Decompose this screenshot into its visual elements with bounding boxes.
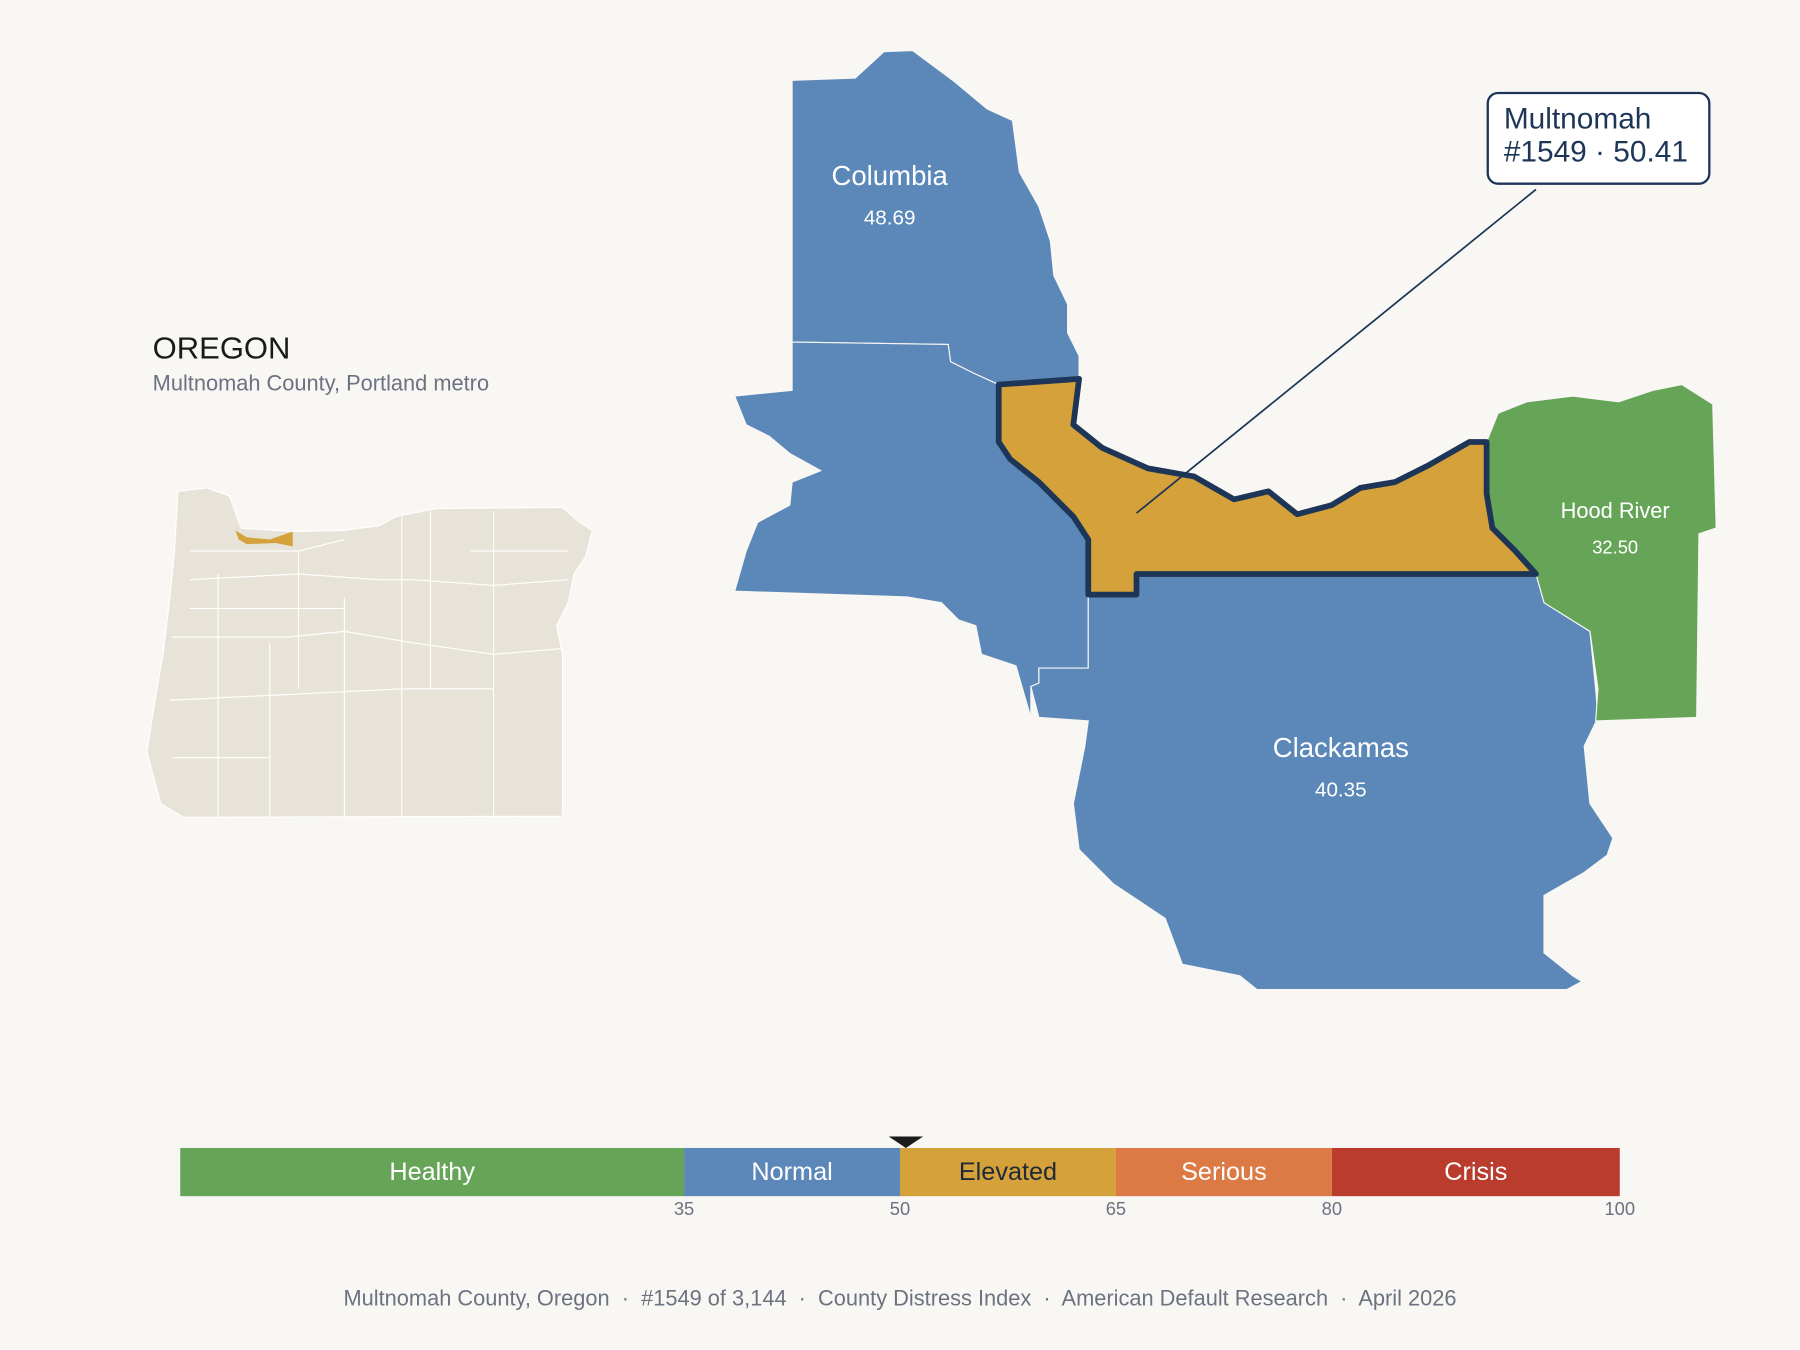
scale-band — [1115, 1147, 1332, 1197]
scale-band — [900, 1147, 1116, 1197]
state-highlight — [235, 530, 293, 547]
distress-scale: Healthy Normal Elevated Serious Crisis 35 50 65… — [180, 1136, 1635, 1219]
scale-band-label: Serious — [1181, 1158, 1267, 1186]
state-title: OREGON — [153, 330, 291, 365]
state-outline — [146, 487, 594, 818]
scale-tick-label: 35 — [674, 1198, 694, 1219]
county-region[interactable] — [1030, 573, 1614, 991]
county-value: 40.35 — [1315, 778, 1367, 801]
county-value: 48.69 — [864, 207, 916, 230]
callout-leader — [1135, 188, 1537, 514]
callout-detail: #1549 · 50.41 — [1504, 136, 1688, 169]
county-region[interactable] — [995, 375, 1539, 598]
scale-tick-label: 65 — [1106, 1198, 1126, 1219]
scale-tick-label: 80 — [1322, 1198, 1342, 1219]
scale-marker — [888, 1136, 924, 1148]
scale-tick-label: 50 — [890, 1198, 910, 1219]
county-name: Clackamas — [1273, 732, 1409, 763]
footer: Multnomah County, Oregon · #1549 of 3,14… — [344, 1285, 1457, 1310]
state-subtitle: Multnomah County, Portland metro — [153, 370, 489, 395]
scale-band-label: Elevated — [959, 1158, 1057, 1186]
callout-box — [1486, 91, 1711, 185]
scale-tick-label: 100 — [1604, 1198, 1635, 1219]
callout-title: Multnomah — [1504, 102, 1652, 135]
scale-band-label: Healthy — [389, 1158, 475, 1186]
county-value: 32.50 — [1592, 537, 1638, 558]
scale-band — [1331, 1147, 1620, 1197]
scale-band-label: Normal — [751, 1158, 832, 1186]
scale-band-label: Crisis — [1444, 1158, 1507, 1186]
scale-band — [684, 1147, 900, 1197]
state-county-lines — [169, 510, 569, 818]
county-name: Columbia — [831, 160, 948, 191]
county-name: Hood River — [1561, 498, 1670, 523]
scale-band — [180, 1147, 685, 1197]
